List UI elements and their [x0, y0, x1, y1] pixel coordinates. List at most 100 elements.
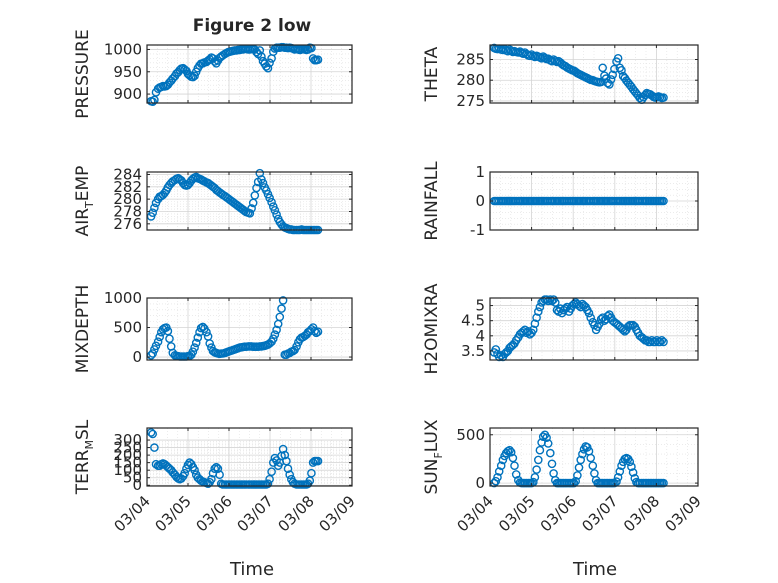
data-point — [265, 58, 274, 68]
data-point — [247, 204, 256, 213]
data-point — [628, 468, 638, 477]
y-tick-label: 250 — [113, 439, 142, 457]
data-point — [574, 463, 584, 472]
data-markers — [146, 168, 323, 235]
data-point — [547, 459, 557, 469]
x-tick-label: 03/04 — [454, 492, 497, 535]
data-point — [613, 472, 623, 482]
y-tick-label: 285 — [456, 51, 485, 69]
data-point — [275, 312, 285, 322]
data-point — [153, 337, 163, 347]
data-point — [190, 71, 199, 81]
data-point — [148, 97, 157, 106]
y-axis-label: PRESSURE — [73, 29, 93, 118]
data-markers — [146, 296, 323, 361]
data-point — [310, 326, 320, 336]
data-point — [608, 70, 618, 80]
y-tick-label: 1000 — [104, 289, 142, 307]
data-markers — [489, 43, 668, 104]
y-axis-label: SUNFLUX — [422, 419, 445, 494]
y-axis-label: THETA — [422, 46, 442, 102]
data-point — [610, 478, 619, 488]
data-point — [272, 325, 281, 335]
y-tick-label: 50 — [123, 469, 142, 487]
x-tick-label: 03/08 — [275, 492, 318, 535]
axes-box — [146, 297, 353, 361]
y-tick-label: 200 — [113, 446, 142, 464]
data-point — [148, 349, 157, 358]
data-point — [659, 93, 668, 102]
data-point — [148, 429, 157, 439]
data-point — [270, 330, 280, 339]
subplot-1: 900 950 1000 PRESSURE — [73, 29, 353, 119]
data-point — [278, 296, 288, 305]
x-tick-label: 03/06 — [193, 492, 236, 535]
figure-title: Figure 2 low — [193, 16, 312, 36]
axes-box — [146, 171, 353, 231]
data-point — [211, 462, 221, 472]
x-tick-label: 03/05 — [152, 492, 195, 535]
data-point — [190, 465, 199, 475]
data-point — [245, 208, 255, 218]
data-point — [313, 327, 323, 337]
subplot-6: 3.544.55 H2OMIXRA — [422, 283, 699, 375]
data-point — [586, 453, 596, 463]
data-point — [659, 196, 668, 206]
subplot-7: 05010015020025030003/0403/0503/0603/0703… — [73, 419, 359, 535]
y-tick-label: 278 — [113, 202, 142, 220]
y-tick-label: 100 — [113, 461, 142, 479]
subplot-5: 0 500 1000 MIXDEPTH — [73, 285, 353, 374]
data-point — [268, 334, 278, 344]
axes-box — [489, 427, 699, 487]
data-point — [263, 479, 273, 489]
data-point — [598, 63, 608, 73]
data-point — [532, 313, 541, 323]
data-point — [551, 298, 560, 307]
data-point — [613, 54, 623, 63]
data-point — [498, 455, 508, 465]
data-point — [213, 464, 223, 474]
y-axis-label: H2OMIXRA — [422, 283, 442, 374]
y-tick-label: 5 — [475, 297, 485, 315]
data-point — [196, 323, 206, 333]
data-markers — [489, 196, 668, 206]
y-tick-label: -1 — [470, 221, 485, 239]
data-markers — [489, 295, 668, 362]
data-point — [148, 208, 157, 217]
data-markers — [146, 428, 323, 489]
data-point — [496, 461, 506, 471]
x-tick-label: 03/04 — [111, 492, 154, 535]
data-point — [573, 471, 582, 480]
data-point — [530, 472, 540, 482]
data-point — [505, 445, 514, 455]
y-tick-label: 0 — [475, 192, 485, 210]
data-point — [267, 197, 276, 207]
data-point — [532, 465, 541, 474]
y-tick-label: 900 — [113, 85, 142, 103]
data-markers — [146, 42, 323, 106]
data-point — [605, 80, 614, 89]
data-point — [530, 319, 540, 329]
y-axis-label: MIXDEPTH — [73, 285, 93, 374]
y-tick-label: 500 — [113, 319, 142, 337]
data-point — [617, 461, 626, 471]
data-point — [278, 444, 288, 454]
data-point — [588, 461, 598, 471]
y-tick-label: 276 — [113, 215, 142, 233]
y-tick-label: 280 — [456, 71, 485, 89]
minor-grid — [147, 45, 352, 103]
y-tick-label: 4.5 — [461, 312, 485, 330]
data-point — [612, 477, 621, 486]
data-point — [655, 337, 665, 347]
subplot-4: -1 0 1 RAINFALL — [422, 161, 699, 241]
y-tick-label: 1 — [475, 163, 485, 181]
data-point — [155, 332, 164, 342]
data-point — [283, 464, 293, 474]
data-point — [150, 443, 159, 452]
data-point — [270, 205, 280, 215]
axes-box — [489, 44, 699, 104]
data-point — [659, 478, 668, 488]
